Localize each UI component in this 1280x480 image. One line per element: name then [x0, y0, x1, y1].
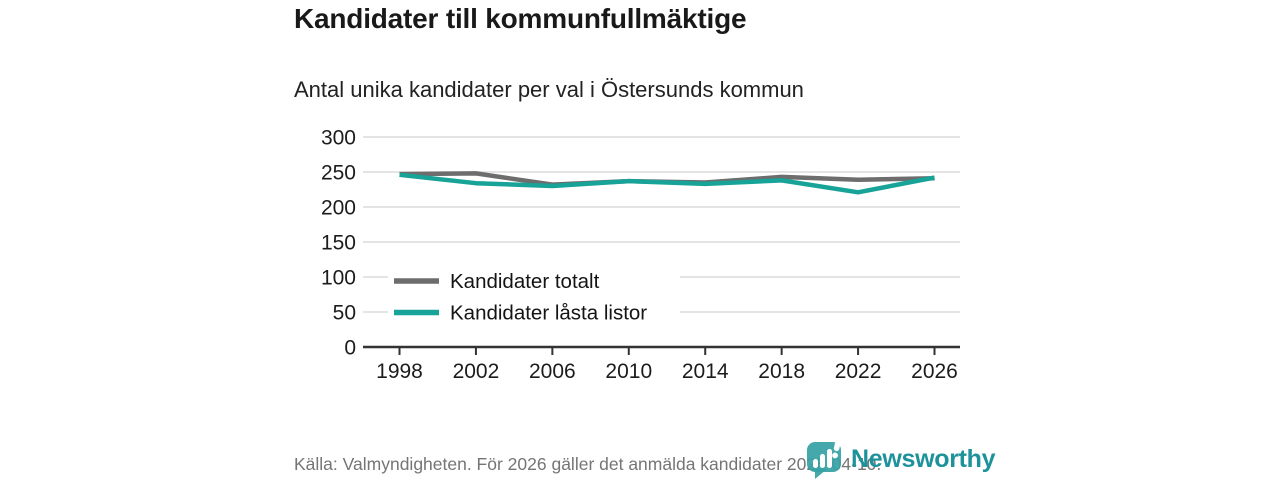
x-axis-label: 2002: [453, 360, 500, 383]
y-axis-label: 50: [333, 302, 356, 325]
newsworthy-logo: Newsworthy: [806, 438, 996, 480]
newsworthy-wordmark: Newsworthy: [851, 444, 996, 473]
line-chart: 0 50 100 150 200 250 300 1998 2002 2006 2010 2014 20…: [321, 127, 960, 383]
x-axis-label: 2010: [605, 360, 652, 383]
y-axis-label: 0: [344, 337, 356, 360]
y-axis-label: 150: [321, 232, 356, 255]
legend-label-kandidater-totalt: Kandidater totalt: [450, 270, 600, 293]
y-axis-label: 300: [321, 127, 356, 150]
x-axis-label: 2018: [758, 360, 805, 383]
chart-title: Kandidater till kommunfullmäktige: [294, 3, 747, 34]
x-axis-label: 2022: [835, 360, 882, 383]
x-axis-label: 2006: [529, 360, 576, 383]
newsworthy-bubble-chart-icon: [807, 438, 842, 479]
legend-label-kandidater-lasta-listor: Kandidater låsta listor: [450, 302, 647, 325]
source-note: Källa: Valmyndigheten. För 2026 gäller d…: [294, 454, 882, 474]
legend-background: [388, 265, 680, 329]
series-line-kandidater-lasta-listor: [399, 172, 935, 195]
x-axis-label: 2026: [911, 360, 958, 383]
y-axis-label: 200: [321, 197, 356, 220]
y-axis-label: 100: [321, 267, 356, 290]
chart-subtitle: Antal unika kandidater per val i Östersu…: [294, 77, 804, 102]
x-axis-label: 1998: [376, 360, 423, 383]
y-axis-label: 250: [321, 162, 356, 185]
x-axis-label: 2014: [682, 360, 729, 383]
